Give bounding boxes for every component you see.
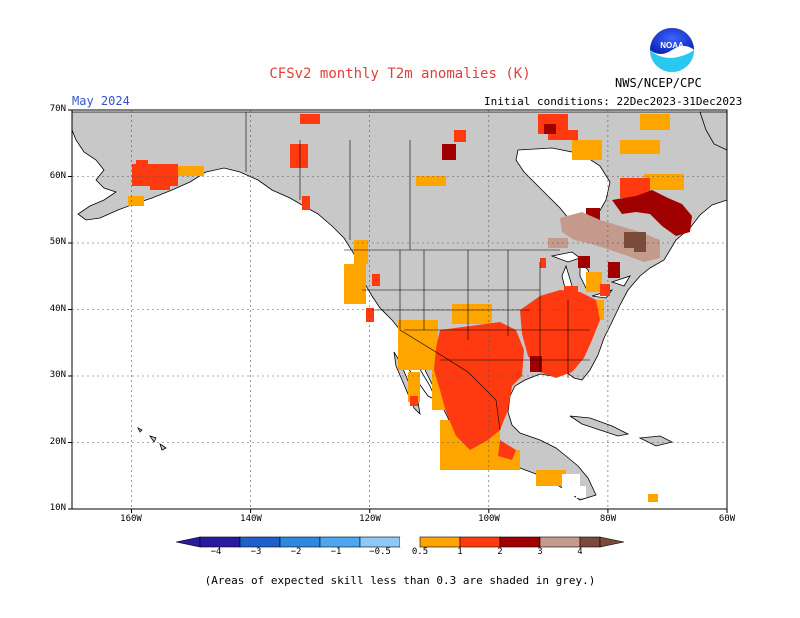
lon-label-160w: 160W — [120, 514, 142, 524]
colorbar-label: −3 — [250, 547, 262, 557]
lat-label-20n: 20N — [49, 437, 66, 447]
lat-label-50n: 50N — [49, 237, 66, 247]
lat-label-60n: 60N — [49, 171, 66, 181]
colorbar-label: 2 — [497, 547, 503, 557]
forecast-month: May 2024 — [72, 94, 130, 108]
lon-label-80w: 80W — [599, 514, 617, 524]
chart-title: CFSv2 monthly T2m anomalies (K) — [269, 66, 531, 82]
colorbar-label: 1 — [457, 547, 463, 557]
colorbar-label: −4 — [210, 547, 222, 557]
lat-label-40n: 40N — [49, 304, 66, 314]
colorbar-label: −1 — [330, 547, 342, 557]
colorbar-label: −0.5 — [369, 547, 391, 557]
anomaly-brown-areas — [624, 232, 646, 252]
lon-label-100w: 100W — [478, 514, 500, 524]
lat-label-70n: 70N — [49, 104, 66, 114]
lon-label-60w: 60W — [718, 514, 736, 524]
unshaded-patches — [562, 474, 586, 498]
lon-label-140w: 140W — [240, 514, 262, 524]
initial-conditions: Initial conditions: 22Dec2023-31Dec2023 — [484, 95, 743, 108]
lat-label-10n: 10N — [49, 503, 66, 513]
skill-footnote: (Areas of expected skill less than 0.3 a… — [204, 574, 596, 587]
colorbar-label: 4 — [577, 547, 583, 557]
colorbar-label: 0.5 — [411, 547, 429, 557]
lat-label-30n: 30N — [49, 370, 66, 380]
lon-label-120w: 120W — [359, 514, 381, 524]
gridlines — [72, 110, 727, 509]
agency-label: NWS/NCEP/CPC — [615, 76, 702, 90]
colorbar-label: −2 — [290, 547, 302, 557]
political-borders — [245, 112, 590, 431]
axis-ticks — [68, 109, 728, 513]
colorbar-label: 3 — [537, 547, 543, 557]
